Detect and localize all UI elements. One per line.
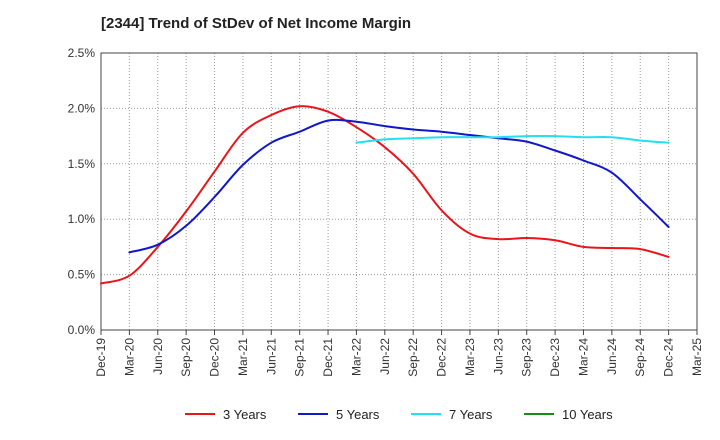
x-tick-label: Mar-20	[122, 338, 136, 376]
x-tick-label: Dec-23	[548, 338, 562, 377]
plot-area-frame	[100, 52, 698, 331]
x-tick-label: Mar-24	[576, 338, 590, 376]
x-tick-label: Dec-22	[435, 338, 449, 377]
x-tick-label: Dec-19	[94, 338, 108, 377]
legend-label-3-years: 3 Years	[223, 407, 267, 422]
x-tick-label: Mar-25	[690, 338, 704, 376]
y-tick-label: 0.5%	[68, 268, 96, 282]
x-tick-label: Jun-23	[491, 338, 505, 375]
x-tick-label: Mar-22	[349, 338, 363, 376]
legend-label-5-years: 5 Years	[336, 407, 380, 422]
x-tick-label: Sep-23	[520, 338, 534, 377]
x-tick-label: Jun-21	[264, 338, 278, 375]
axes: 0.0% 0.5% 1.0% 1.5% 2.0% 2.5% Dec-19 Mar-20 Jun-…	[68, 46, 704, 377]
x-tick-label: Sep-20	[179, 338, 193, 377]
legend: 3 Years 5 Years 7 Years 10 Years	[185, 407, 613, 422]
series-lines	[100, 105, 670, 285]
chart-title: [2344] Trend of StDev of Net Income Marg…	[101, 15, 411, 32]
series-line-5-years	[128, 118, 670, 254]
x-tick-label: Mar-23	[463, 338, 477, 376]
x-tick-label: Jun-20	[151, 338, 165, 375]
legend-label-10-years: 10 Years	[562, 407, 613, 422]
x-tick-label: Jun-22	[378, 338, 392, 375]
y-tick-label: 2.5%	[68, 46, 96, 60]
x-tick-label: Dec-21	[321, 338, 335, 377]
y-tick-label: 0.0%	[68, 323, 96, 337]
y-tick-label: 2.0%	[68, 101, 96, 115]
series-line-7-years	[355, 134, 670, 144]
y-tick-label: 1.5%	[68, 157, 96, 171]
x-tick-label: Dec-24	[662, 338, 676, 377]
series-line-3-years	[100, 105, 670, 285]
x-tick-label: Sep-22	[406, 338, 420, 377]
x-tick-label: Jun-24	[605, 338, 619, 375]
y-tick-label: 1.0%	[68, 212, 96, 226]
x-tick-label: Sep-24	[633, 338, 647, 377]
x-tick-label: Mar-21	[236, 338, 250, 376]
x-tick-label: Sep-21	[293, 338, 307, 377]
legend-label-7-years: 7 Years	[449, 407, 493, 422]
x-tick-label: Dec-20	[208, 338, 222, 377]
grid	[100, 52, 698, 331]
